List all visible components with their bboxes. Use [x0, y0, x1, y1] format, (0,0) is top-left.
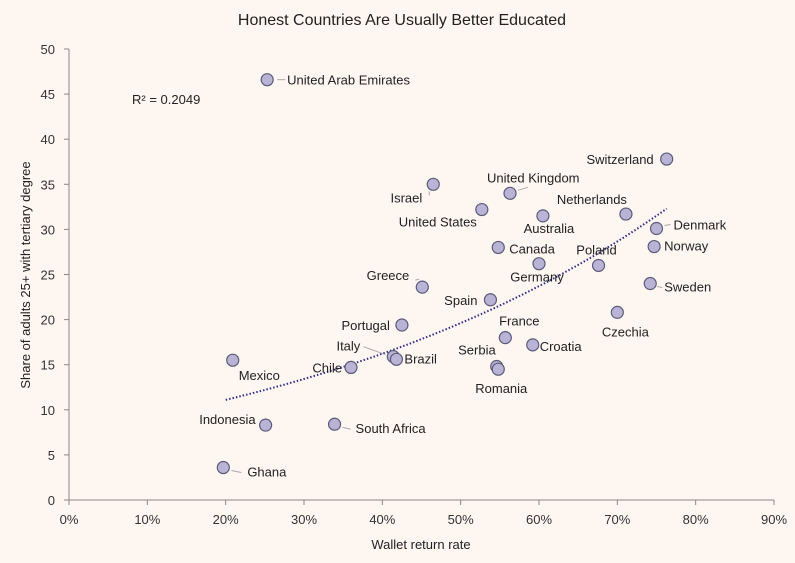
- leader-line-sweden: [657, 286, 663, 289]
- point-united-arab-emirates: [260, 73, 274, 87]
- label-brazil: Brazil: [404, 351, 437, 366]
- label-australia: Australia: [524, 221, 575, 236]
- y-tick-label: 35: [41, 177, 55, 192]
- y-tick-label: 25: [41, 268, 55, 283]
- leader-line-united-kingdom: [517, 186, 529, 191]
- point-denmark: [649, 221, 664, 236]
- y-tick-label: 50: [41, 42, 55, 57]
- point-portugal: [395, 318, 409, 332]
- point-south-africa: [327, 417, 342, 431]
- point-poland: [591, 258, 606, 273]
- point-netherlands: [619, 207, 633, 221]
- point-indonesia: [259, 418, 273, 432]
- x-axis-label: Wallet return rate: [371, 537, 470, 552]
- label-spain: Spain: [444, 293, 477, 308]
- label-netherlands: Netherlands: [557, 192, 628, 207]
- label-indonesia: Indonesia: [199, 412, 256, 427]
- x-tick-label: 70%: [604, 512, 630, 527]
- label-norway: Norway: [664, 239, 709, 254]
- chart-title: Honest Countries Are Usually Better Educ…: [238, 12, 566, 29]
- label-france: France: [499, 314, 539, 329]
- point-australia: [536, 209, 550, 223]
- label-portugal: Portugal: [341, 318, 390, 333]
- y-tick-label: 20: [41, 313, 55, 328]
- x-tick-label: 80%: [683, 512, 709, 527]
- label-germany: Germany: [510, 270, 564, 285]
- y-tick-label: 30: [41, 222, 55, 237]
- point-greece: [415, 280, 429, 294]
- label-italy: Italy: [336, 339, 360, 354]
- y-tick-label: 0: [48, 493, 55, 508]
- label-serbia: Serbia: [458, 343, 496, 358]
- leader-line-greece: [415, 278, 420, 281]
- leader-line-south-africa: [342, 426, 351, 430]
- label-mexico: Mexico: [239, 368, 280, 383]
- label-united-kingdom: United Kingdom: [487, 170, 580, 185]
- x-tick-label: 30%: [291, 512, 317, 527]
- r-squared-annotation: R² = 0.2049: [132, 92, 200, 107]
- leader-line-ghana: [231, 470, 242, 474]
- point-spain: [483, 293, 498, 307]
- y-tick-label: 15: [41, 358, 55, 373]
- points-group: [216, 73, 674, 475]
- axes: 0% 10% 20% 30% 40% 50% 60% 70% 80% 90% 0 5 10 15 20 25 3…: [41, 42, 788, 527]
- label-south-africa: South Africa: [356, 421, 427, 436]
- label-sweden: Sweden: [664, 280, 711, 295]
- point-croatia: [526, 338, 540, 352]
- x-tick-label: 60%: [526, 512, 552, 527]
- label-ghana: Ghana: [247, 465, 287, 480]
- x-tick-label: 0%: [60, 512, 79, 527]
- label-chile: Chile: [312, 360, 342, 375]
- label-czechia: Czechia: [602, 324, 650, 339]
- label-poland: Poland: [576, 242, 616, 257]
- point-mexico: [226, 353, 240, 367]
- point-united-states: [475, 202, 489, 217]
- x-tick-label: 20%: [213, 512, 239, 527]
- label-united-arab-emirates: United Arab Emirates: [287, 73, 410, 88]
- y-axis-label: Share of adults 25+ with tertiary degree: [18, 161, 33, 388]
- x-tick-label: 50%: [448, 512, 474, 527]
- leader-line-denmark: [664, 224, 671, 226]
- x-tick-label: 40%: [369, 512, 395, 527]
- leader-line-italy: [363, 346, 386, 356]
- point-romania: [491, 362, 505, 376]
- point-canada: [491, 240, 505, 255]
- point-chile: [344, 360, 358, 375]
- x-tick-label: 90%: [761, 512, 787, 527]
- y-tick-label: 5: [48, 448, 55, 463]
- y-tick-label: 10: [41, 403, 55, 418]
- point-labels-group: United Arab Emirates Switzerland Israel Uni…: [199, 73, 727, 480]
- x-tick-label: 10%: [134, 512, 160, 527]
- point-czechia: [610, 305, 624, 319]
- point-united-kingdom: [503, 186, 517, 200]
- point-norway: [647, 239, 661, 254]
- trendline: [225, 207, 668, 401]
- label-greece: Greece: [367, 268, 410, 283]
- point-ghana: [216, 460, 230, 475]
- y-tick-label: 45: [41, 87, 55, 102]
- point-switzerland: [660, 152, 674, 166]
- label-canada: Canada: [509, 241, 555, 256]
- point-sweden: [643, 276, 657, 291]
- y-tick-label: 40: [41, 132, 55, 147]
- point-france: [498, 331, 512, 345]
- label-denmark: Denmark: [674, 217, 727, 232]
- point-germany: [532, 257, 546, 271]
- point-brazil: [389, 352, 404, 366]
- point-israel: [426, 177, 440, 191]
- trendline-group: [225, 207, 668, 401]
- label-croatia: Croatia: [540, 339, 583, 354]
- label-united-states: United States: [399, 215, 478, 230]
- label-switzerland: Switzerland: [586, 152, 653, 167]
- label-romania: Romania: [475, 381, 528, 396]
- label-israel: Israel: [390, 190, 422, 205]
